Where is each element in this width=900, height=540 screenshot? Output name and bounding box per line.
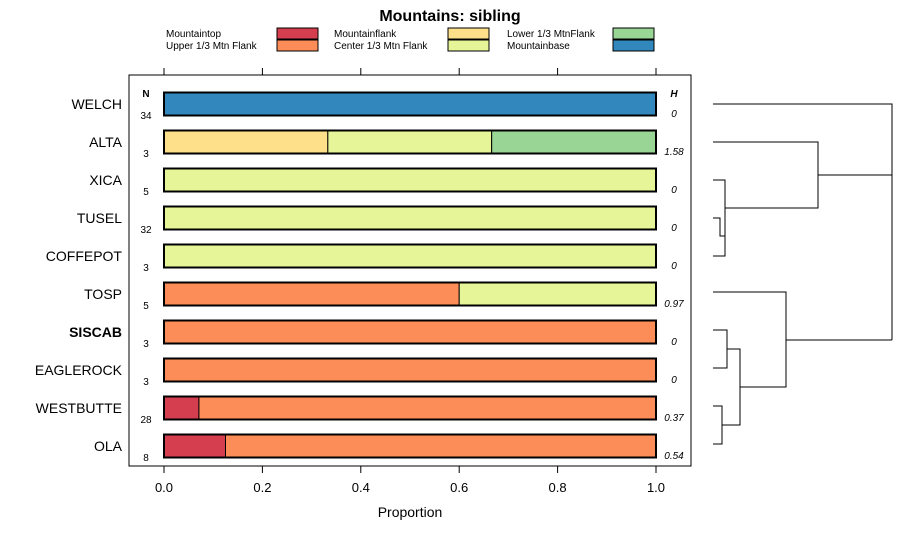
dendrogram-branch — [713, 405, 723, 445]
row-label: OLA — [94, 438, 123, 454]
legend-label: Upper 1/3 Mtn Flank — [166, 41, 258, 52]
bar-outline — [163, 433, 657, 459]
row-n-value: 5 — [143, 301, 149, 312]
bars-group — [163, 91, 657, 459]
bar-segment — [163, 396, 200, 420]
legend-swatch — [447, 39, 490, 52]
bar-segment — [163, 244, 657, 268]
dendrogram-branch — [713, 236, 726, 257]
row-n-value: 8 — [143, 453, 149, 464]
row-label: WESTBUTTE — [36, 400, 122, 416]
row-label: XICA — [89, 172, 122, 188]
legend-swatch — [612, 27, 655, 40]
bar-segment — [327, 130, 493, 154]
bar-outline — [163, 281, 657, 307]
x-axis: 0.0 0.2 0.4 0.6 0.8 1.0 — [155, 68, 665, 495]
legend-label: Center 1/3 Mtn Flank — [334, 41, 428, 52]
row-label: EAGLEROCK — [35, 362, 123, 378]
row-n-value: 3 — [143, 339, 149, 350]
bar-outline — [163, 319, 657, 345]
chart-title: Mountains: sibling — [379, 8, 520, 25]
bar-outline — [163, 205, 657, 231]
bar-outline — [163, 395, 657, 421]
dendrogram-branch — [722, 348, 741, 426]
bar-segment — [163, 358, 657, 382]
row-n-value: 34 — [140, 111, 152, 122]
dendrogram-branch — [713, 103, 893, 340]
plot-frame — [128, 74, 692, 467]
legend-label: Mountainbase — [507, 41, 570, 52]
dendrogram — [713, 103, 893, 445]
legend-label: Lower 1/3 MtnFlank — [507, 29, 596, 40]
x-tick-label: 0.6 — [450, 480, 468, 495]
row-h-value: 0 — [671, 337, 677, 348]
bar-segment — [163, 206, 657, 230]
row-n-value: 3 — [143, 377, 149, 388]
row-n-value: 32 — [140, 225, 152, 236]
row-h-value: 0 — [671, 109, 677, 120]
row-n-value: 28 — [140, 415, 152, 426]
row-h-value: 0.54 — [664, 451, 684, 462]
row-n-value: 5 — [143, 187, 149, 198]
h-column-header: H — [670, 89, 678, 100]
x-tick-label: 0.0 — [155, 480, 173, 495]
x-tick-label: 0.8 — [549, 480, 567, 495]
row-h-value: 1.58 — [664, 147, 684, 158]
bar-segment — [198, 396, 657, 420]
bar-segment — [458, 282, 657, 306]
legend-swatch — [276, 27, 319, 40]
x-tick-label: 0.2 — [253, 480, 271, 495]
row-n-value: 3 — [143, 149, 149, 160]
dendrogram-branch — [713, 291, 787, 388]
dendrogram-branch — [713, 141, 819, 209]
dendrogram-branch — [713, 217, 725, 237]
bar-segment — [163, 92, 657, 116]
row-h-value: 0 — [671, 261, 677, 272]
row-label: COFFEPOT — [46, 248, 123, 264]
x-tick-label: 1.0 — [647, 480, 665, 495]
row-label: ALTA — [89, 134, 123, 150]
dendrogram-branch — [713, 179, 726, 236]
bar-segment — [163, 282, 460, 306]
row-label: TUSEL — [77, 210, 122, 226]
legend-swatch — [612, 39, 655, 52]
bar-outline — [163, 167, 657, 193]
bar-outline — [163, 357, 657, 383]
row-label: WELCH — [71, 96, 122, 112]
x-tick-label: 0.4 — [352, 480, 370, 495]
row-label: SISCAB — [69, 324, 122, 340]
dendrogram-branch — [713, 329, 728, 369]
x-axis-label: Proportion — [378, 504, 443, 520]
row-h-value: 0.97 — [664, 299, 684, 310]
row-n-value: 3 — [143, 263, 149, 274]
bar-segment — [163, 168, 657, 192]
bar-segment — [163, 320, 657, 344]
bar-segment — [163, 130, 329, 154]
row-h-value: 0 — [671, 185, 677, 196]
n-column-header: N — [142, 89, 149, 100]
row-label: TOSP — [84, 286, 122, 302]
row-h-value: 0 — [671, 375, 677, 386]
bar-outline — [163, 129, 657, 155]
legend-label: Mountainflank — [334, 29, 397, 40]
bar-outline — [163, 91, 657, 117]
row-labels-group: WELCH 34 0 ALTA 3 1.58 XICA 5 0 TUSEL 32 0 COFFEPOT 3… — [35, 96, 684, 464]
bar-segment — [225, 434, 657, 458]
legend-swatch — [276, 39, 319, 52]
bar-outline — [163, 243, 657, 269]
row-h-value: 0 — [671, 223, 677, 234]
legend-label: Mountaintop — [166, 29, 221, 40]
bar-segment — [491, 130, 657, 154]
legend-swatch — [447, 27, 490, 40]
bar-segment — [163, 434, 226, 458]
row-h-value: 0.37 — [664, 413, 684, 424]
